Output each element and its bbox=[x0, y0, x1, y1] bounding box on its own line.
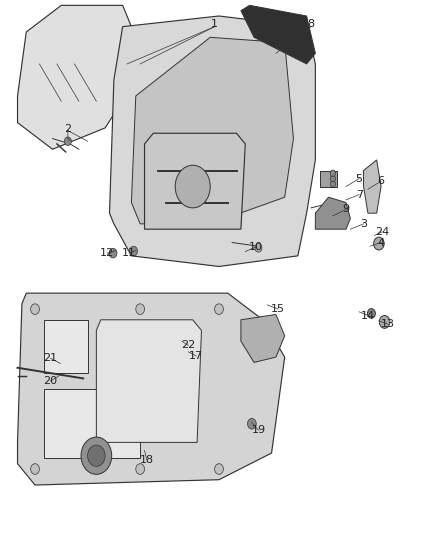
Circle shape bbox=[31, 304, 39, 314]
Circle shape bbox=[64, 137, 71, 146]
Circle shape bbox=[367, 309, 375, 318]
Text: 13: 13 bbox=[381, 319, 395, 329]
Circle shape bbox=[330, 170, 336, 176]
Text: 18: 18 bbox=[140, 455, 154, 465]
Circle shape bbox=[330, 181, 336, 187]
Circle shape bbox=[215, 464, 223, 474]
Polygon shape bbox=[18, 293, 285, 485]
Text: 10: 10 bbox=[249, 242, 263, 252]
Text: 11: 11 bbox=[122, 248, 136, 258]
Text: 24: 24 bbox=[375, 227, 389, 237]
Text: 8: 8 bbox=[307, 19, 314, 29]
Polygon shape bbox=[44, 320, 88, 373]
Circle shape bbox=[136, 464, 145, 474]
Circle shape bbox=[379, 316, 390, 328]
Polygon shape bbox=[18, 5, 136, 149]
Text: 17: 17 bbox=[189, 351, 203, 361]
Circle shape bbox=[81, 437, 112, 474]
Text: 12: 12 bbox=[100, 248, 114, 258]
Text: 6: 6 bbox=[378, 176, 385, 186]
Circle shape bbox=[109, 248, 117, 258]
Circle shape bbox=[255, 244, 262, 252]
Text: 15: 15 bbox=[271, 304, 285, 314]
Text: 14: 14 bbox=[361, 311, 375, 320]
Text: 9: 9 bbox=[343, 205, 350, 214]
Circle shape bbox=[330, 175, 336, 182]
Circle shape bbox=[175, 165, 210, 208]
Text: 22: 22 bbox=[181, 341, 195, 350]
Polygon shape bbox=[364, 160, 381, 213]
Text: 7: 7 bbox=[356, 190, 363, 199]
Circle shape bbox=[88, 445, 105, 466]
Polygon shape bbox=[110, 16, 315, 266]
Text: 3: 3 bbox=[360, 219, 367, 229]
Polygon shape bbox=[131, 37, 293, 224]
Circle shape bbox=[215, 304, 223, 314]
Circle shape bbox=[247, 418, 256, 429]
Circle shape bbox=[136, 304, 145, 314]
Bar bbox=[320, 171, 337, 187]
Circle shape bbox=[130, 246, 138, 256]
Circle shape bbox=[374, 237, 384, 250]
Polygon shape bbox=[315, 197, 350, 229]
Circle shape bbox=[31, 464, 39, 474]
Polygon shape bbox=[96, 320, 201, 442]
Text: 2: 2 bbox=[64, 124, 71, 134]
Polygon shape bbox=[241, 314, 285, 362]
Text: 5: 5 bbox=[356, 174, 363, 183]
Text: 1: 1 bbox=[211, 19, 218, 29]
Text: 4: 4 bbox=[378, 238, 385, 247]
Text: 21: 21 bbox=[43, 353, 57, 363]
Text: 19: 19 bbox=[251, 425, 265, 435]
Polygon shape bbox=[241, 5, 315, 64]
Polygon shape bbox=[44, 389, 140, 458]
Text: 20: 20 bbox=[43, 376, 57, 386]
Polygon shape bbox=[145, 133, 245, 229]
